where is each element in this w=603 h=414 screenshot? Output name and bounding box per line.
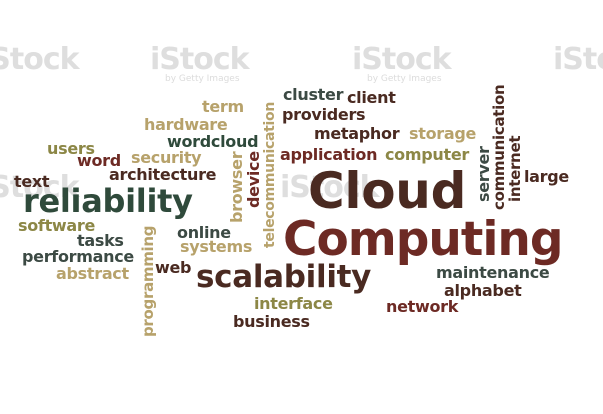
word-programming: programming	[139, 225, 157, 337]
word-large: large	[524, 167, 569, 186]
word-performance: performance	[22, 247, 134, 266]
word-security: security	[131, 148, 202, 167]
word-telecommunication: telecommunication	[262, 101, 278, 248]
word-systems: systems	[180, 237, 253, 256]
word-interface: interface	[254, 294, 333, 313]
watermark-logo: iStock	[0, 42, 80, 77]
word-providers: providers	[282, 105, 366, 124]
watermark-credit: by Getty Images	[165, 74, 240, 84]
watermark-logo: iStock	[150, 42, 250, 77]
watermark-logo: iStock	[352, 42, 452, 77]
word-tasks: tasks	[77, 231, 124, 250]
watermark-logo: iStock	[553, 42, 603, 77]
word-cluster: cluster	[283, 85, 344, 104]
word-metaphor: metaphor	[314, 124, 400, 143]
word-users: users	[47, 139, 95, 158]
word-communication: communication	[490, 84, 508, 210]
word-maintenance: maintenance	[436, 263, 550, 282]
word-reliability: reliability	[23, 182, 193, 220]
word-hardware: hardware	[144, 115, 228, 134]
word-browser: browser	[227, 151, 246, 223]
word-term: term	[202, 97, 244, 116]
word-business: business	[233, 312, 310, 331]
word-wordcloud: wordcloud	[167, 132, 259, 151]
word-architecture: architecture	[109, 165, 217, 184]
word-computing: Computing	[283, 212, 564, 267]
word-network: network	[386, 297, 459, 316]
word-cloud: Cloud	[308, 162, 467, 220]
word-text: text	[14, 172, 50, 191]
word-application: application	[280, 145, 378, 164]
word-scalability: scalability	[196, 259, 372, 295]
word-online: online	[177, 223, 231, 242]
watermark-logo: iStock	[0, 170, 80, 205]
word-web: web	[155, 258, 192, 277]
watermark-credit: by Getty Images	[367, 74, 442, 84]
word-alphabet: alphabet	[444, 281, 522, 300]
word-abstract: abstract	[56, 264, 129, 283]
word-storage: storage	[409, 124, 477, 143]
word-word: word	[77, 151, 121, 170]
word-software: software	[18, 216, 96, 235]
watermark-logo: iStock	[280, 170, 380, 205]
word-client: client	[347, 88, 396, 107]
word-internet: internet	[506, 135, 524, 202]
word-computer: computer	[385, 145, 469, 164]
word-device: device	[244, 151, 263, 208]
